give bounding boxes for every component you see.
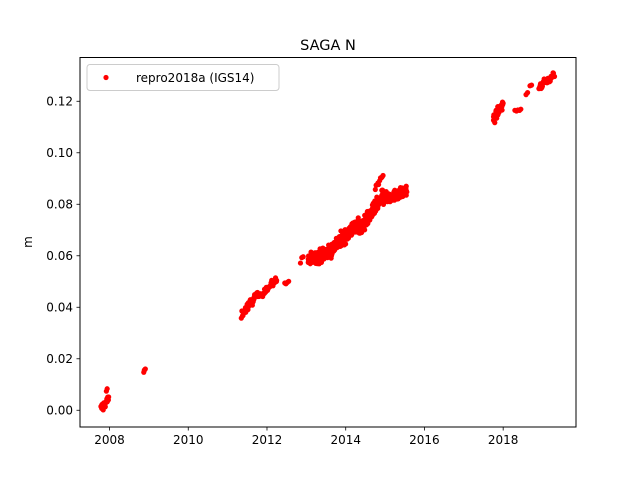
- data-point: [104, 386, 110, 392]
- data-point: [142, 366, 148, 372]
- x-tick-label: 2018: [488, 433, 519, 447]
- legend-marker: [103, 74, 109, 81]
- data-point: [300, 254, 306, 260]
- data-point: [404, 189, 410, 195]
- data-point: [297, 260, 304, 266]
- data-point: [106, 394, 112, 400]
- data-point: [492, 120, 498, 126]
- y-tick-label: 0.12: [46, 95, 73, 109]
- y-tick-label: 0.10: [46, 146, 73, 160]
- x-axis: 2008 2010 2012 2014 2016 2018: [94, 427, 518, 447]
- data-points: [98, 70, 558, 413]
- data-point: [528, 82, 535, 88]
- data-point: [403, 183, 409, 189]
- data-point: [499, 107, 505, 113]
- data-point: [524, 90, 531, 96]
- x-tick-label: 2010: [173, 433, 204, 447]
- chart-title: SAGA N: [300, 38, 356, 54]
- plot-frame: [79, 57, 577, 428]
- y-tick-label: 0.02: [46, 352, 73, 366]
- data-point: [551, 73, 558, 80]
- data-point: [328, 255, 334, 261]
- x-tick-label: 2012: [252, 433, 283, 447]
- data-point: [518, 106, 524, 112]
- x-tick-label: 2016: [409, 433, 440, 447]
- data-point: [274, 277, 280, 284]
- legend[interactable]: repro2018a (IGS14): [86, 64, 280, 91]
- data-point: [372, 186, 378, 193]
- data-point: [380, 172, 386, 179]
- y-tick-label: 0.04: [46, 301, 73, 315]
- y-tick-label: 0.08: [46, 198, 73, 212]
- data-point: [343, 241, 349, 247]
- plot-area: [79, 57, 577, 428]
- y-tick-label: 0.00: [46, 404, 73, 418]
- y-axis: 0.00 0.02 0.04 0.06 0.08 0.10 0.12: [46, 95, 80, 418]
- data-point: [286, 278, 292, 284]
- x-tick-label: 2014: [330, 433, 361, 447]
- x-tick-label: 2008: [94, 433, 125, 447]
- data-point: [102, 404, 108, 410]
- legend-label: repro2018a (IGS14): [136, 71, 254, 85]
- y-axis-label: m: [21, 236, 35, 248]
- data-point: [500, 100, 506, 106]
- data-point: [362, 227, 368, 233]
- legend-box: [86, 64, 280, 91]
- y-tick-label: 0.06: [46, 249, 73, 263]
